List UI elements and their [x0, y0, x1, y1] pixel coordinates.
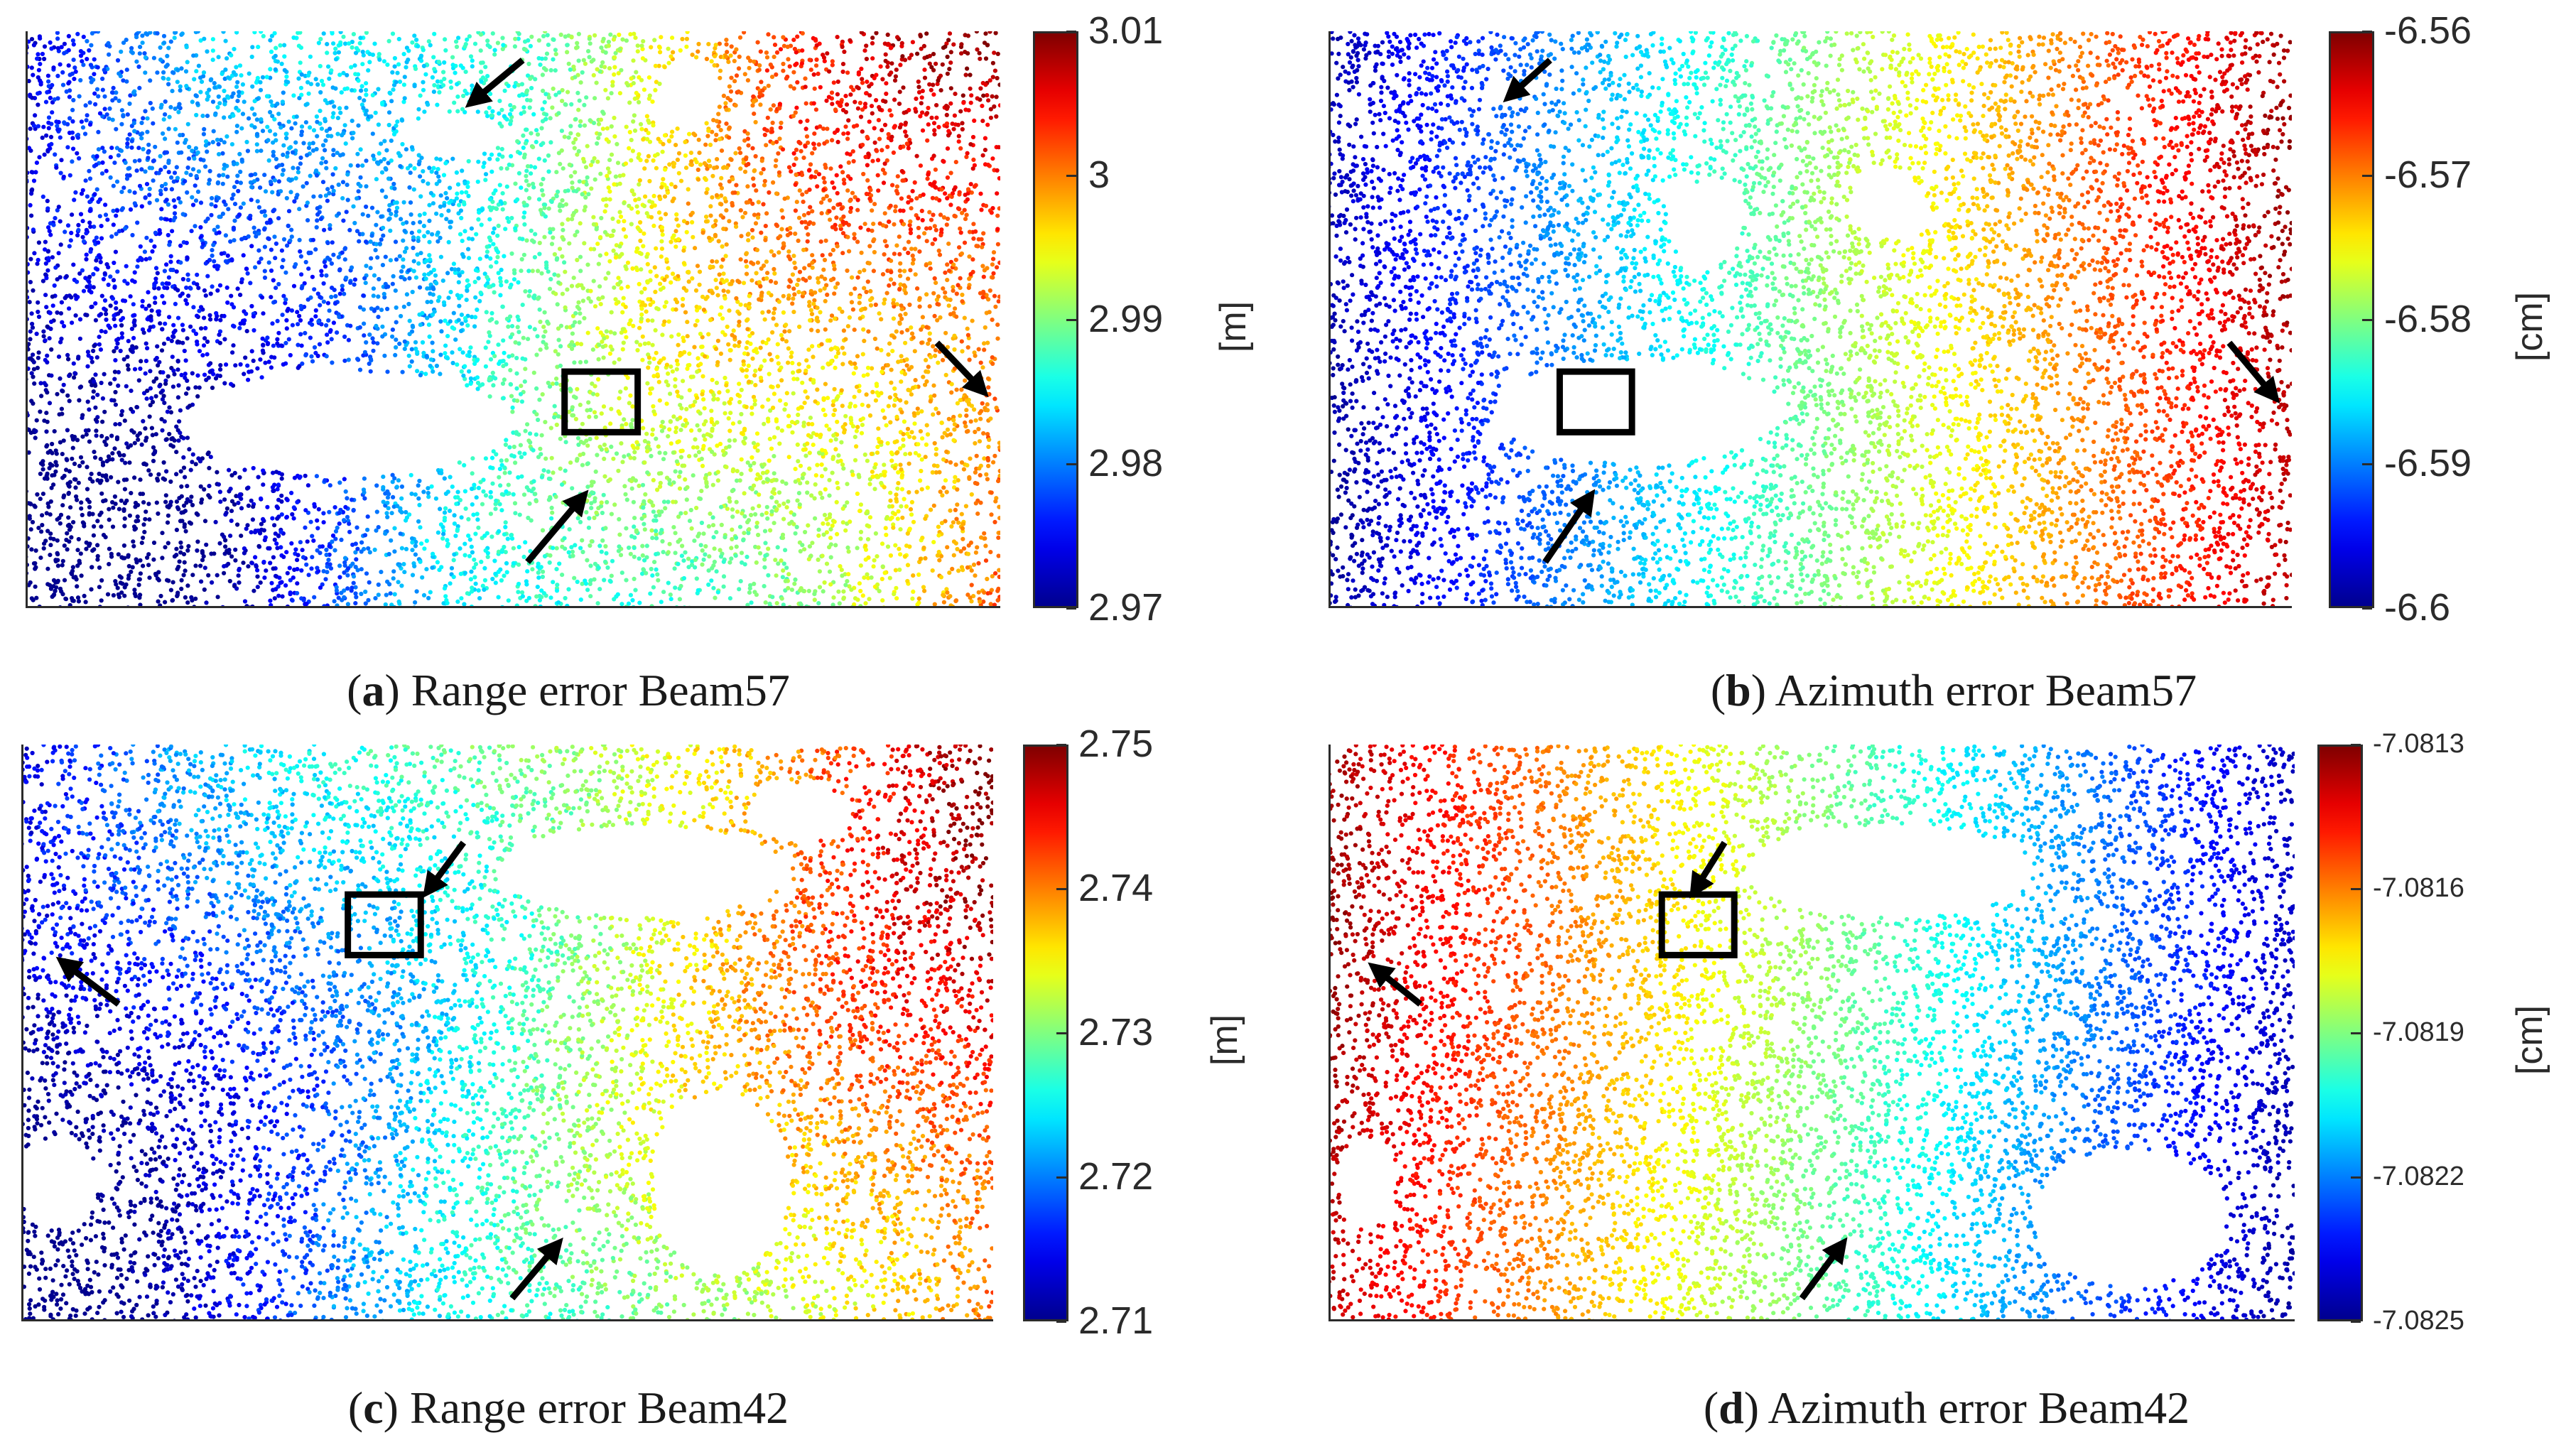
panel-a-caption-text: Range error Beam57: [411, 665, 790, 715]
colorbar-tick-mark: [1056, 1320, 1066, 1323]
colorbar-tick-label: 2.75: [1078, 722, 1153, 766]
panel-a-map: [26, 31, 1000, 608]
colorbar-tick-label: -7.0825: [2373, 1306, 2464, 1336]
colorbar-tick-label: -6.56: [2384, 9, 2472, 53]
colorbar-tick-label: 2.71: [1078, 1299, 1153, 1343]
colorbar-tick-label: 2.73: [1078, 1010, 1153, 1054]
arrow-bottom-annotation: [1542, 489, 1596, 564]
panel-d-colorbar-ticks: -7.0813 -7.0816 -7.0819 -7.0822 -7.0825: [2351, 729, 2484, 1336]
colorbar-tick-label: 2.72: [1078, 1154, 1153, 1198]
colorbar-tick-mark: [2362, 174, 2372, 177]
arrow-left-annotation: [1368, 962, 1423, 1007]
box-annotation: [1556, 368, 1635, 435]
arrow-box-annotation: [422, 840, 467, 899]
colorbar-tick-mark: [1066, 607, 1076, 610]
colorbar-tick-mark: [1066, 174, 1076, 177]
colorbar-tick-label: -6.6: [2384, 585, 2450, 629]
colorbar-tick-label: -7.0819: [2373, 1017, 2464, 1048]
arrow-right-annotation: [934, 340, 989, 398]
panel-d-scatter: [1328, 745, 2295, 1321]
colorbar-tick-label: -6.57: [2384, 153, 2472, 197]
panel-b-unit-label: [cm]: [2509, 292, 2551, 362]
colorbar-tick-mark: [1056, 1176, 1066, 1179]
colorbar-tick-mark: [2362, 30, 2372, 33]
panel-c-annotations: [55, 840, 563, 1301]
panel-a-caption: (a) Range error Beam57: [213, 664, 924, 717]
panel-c-letter: c: [363, 1382, 383, 1433]
box-annotation: [1658, 891, 1738, 958]
panel-c-scatter: [21, 745, 993, 1321]
arrow-right-annotation: [2226, 340, 2280, 404]
colorbar-tick-mark: [2362, 462, 2372, 465]
colorbar-tick-mark: [1056, 887, 1066, 890]
arrow-box-annotation: [1689, 840, 1728, 899]
colorbar-tick-mark: [2351, 1032, 2361, 1034]
panel-b-colorbar-ticks: -6.56 -6.57 -6.58 -6.59 -6.6: [2362, 9, 2481, 629]
panel-d-letter: d: [1719, 1382, 1744, 1433]
colorbar-tick-mark: [2351, 887, 2361, 890]
colorbar-tick-label: 2.74: [1078, 866, 1153, 910]
panel-a-unit-label: [m]: [1212, 301, 1255, 352]
colorbar-tick-mark: [2351, 1176, 2361, 1179]
colorbar-tick-mark: [1066, 30, 1076, 33]
panel-c-colorbar-ticks: 2.75 2.74 2.73 2.72 2.71: [1056, 722, 1154, 1342]
colorbar-tick-mark: [1056, 743, 1066, 746]
arrow-bottom-annotation: [1799, 1237, 1848, 1301]
colorbar-tick-label: -7.0822: [2373, 1162, 2464, 1192]
colorbar-tick-mark: [2362, 607, 2372, 610]
panel-b-letter: b: [1726, 665, 1751, 715]
panel-c-caption: (c) Range error Beam42: [213, 1382, 924, 1434]
colorbar-tick-mark: [2362, 318, 2372, 321]
box-annotation: [561, 368, 642, 435]
colorbar-tick-label: 2.99: [1088, 297, 1163, 341]
panel-d-caption-text: Azimuth error Beam42: [1768, 1382, 2190, 1433]
panel-b-caption-text: Azimuth error Beam57: [1775, 665, 2197, 715]
panel-d-map: [1328, 745, 2295, 1321]
colorbar-tick-label: 2.98: [1088, 441, 1163, 485]
panel-b-caption: (b) Azimuth error Beam57: [1598, 664, 2309, 717]
panel-a-annotations: [465, 58, 989, 564]
colorbar-tick-label: 2.97: [1088, 585, 1163, 629]
panel-b-map: [1328, 31, 2292, 608]
arrow-bottom-annotation: [525, 489, 589, 564]
colorbar-tick-label: 3.01: [1088, 9, 1163, 53]
colorbar-tick-label: 3: [1088, 153, 1110, 197]
box-annotation: [345, 891, 424, 958]
panel-a-colorbar: [1033, 31, 1078, 608]
panel-c-caption-text: Range error Beam42: [410, 1382, 789, 1433]
colorbar-tick-label: -6.59: [2384, 441, 2472, 485]
arrow-left-annotation: [55, 956, 121, 1007]
colorbar-tick-label: -6.58: [2384, 297, 2472, 341]
colorbar-tick-mark: [2351, 1320, 2361, 1323]
panel-d-unit-label: [cm]: [2509, 1005, 2551, 1075]
colorbar-tick-mark: [2351, 743, 2361, 746]
panel-b-scatter: [1328, 31, 2292, 608]
colorbar-tick-mark: [1066, 318, 1076, 321]
colorbar-tick-label: -7.0816: [2373, 873, 2464, 904]
arrow-bottom-annotation: [509, 1238, 563, 1301]
panel-a-letter: a: [362, 665, 384, 715]
panel-a-colorbar-ticks: 3.01 3 2.99 2.98 2.97: [1066, 9, 1164, 629]
panel-a-scatter: [26, 31, 1000, 608]
panel-d-caption: (d) Azimuth error Beam42: [1591, 1382, 2302, 1434]
arrow-top-annotation: [1503, 58, 1552, 103]
panel-c-map: [21, 745, 993, 1321]
panel-c-unit-label: [m]: [1203, 1014, 1246, 1066]
colorbar-tick-mark: [1056, 1032, 1066, 1034]
colorbar-tick-label: -7.0813: [2373, 729, 2464, 759]
colorbar-tick-mark: [1066, 462, 1076, 465]
panel-d-annotations: [1368, 840, 1848, 1301]
arrow-top-annotation: [465, 58, 525, 108]
panel-b-annotations: [1503, 58, 2280, 564]
